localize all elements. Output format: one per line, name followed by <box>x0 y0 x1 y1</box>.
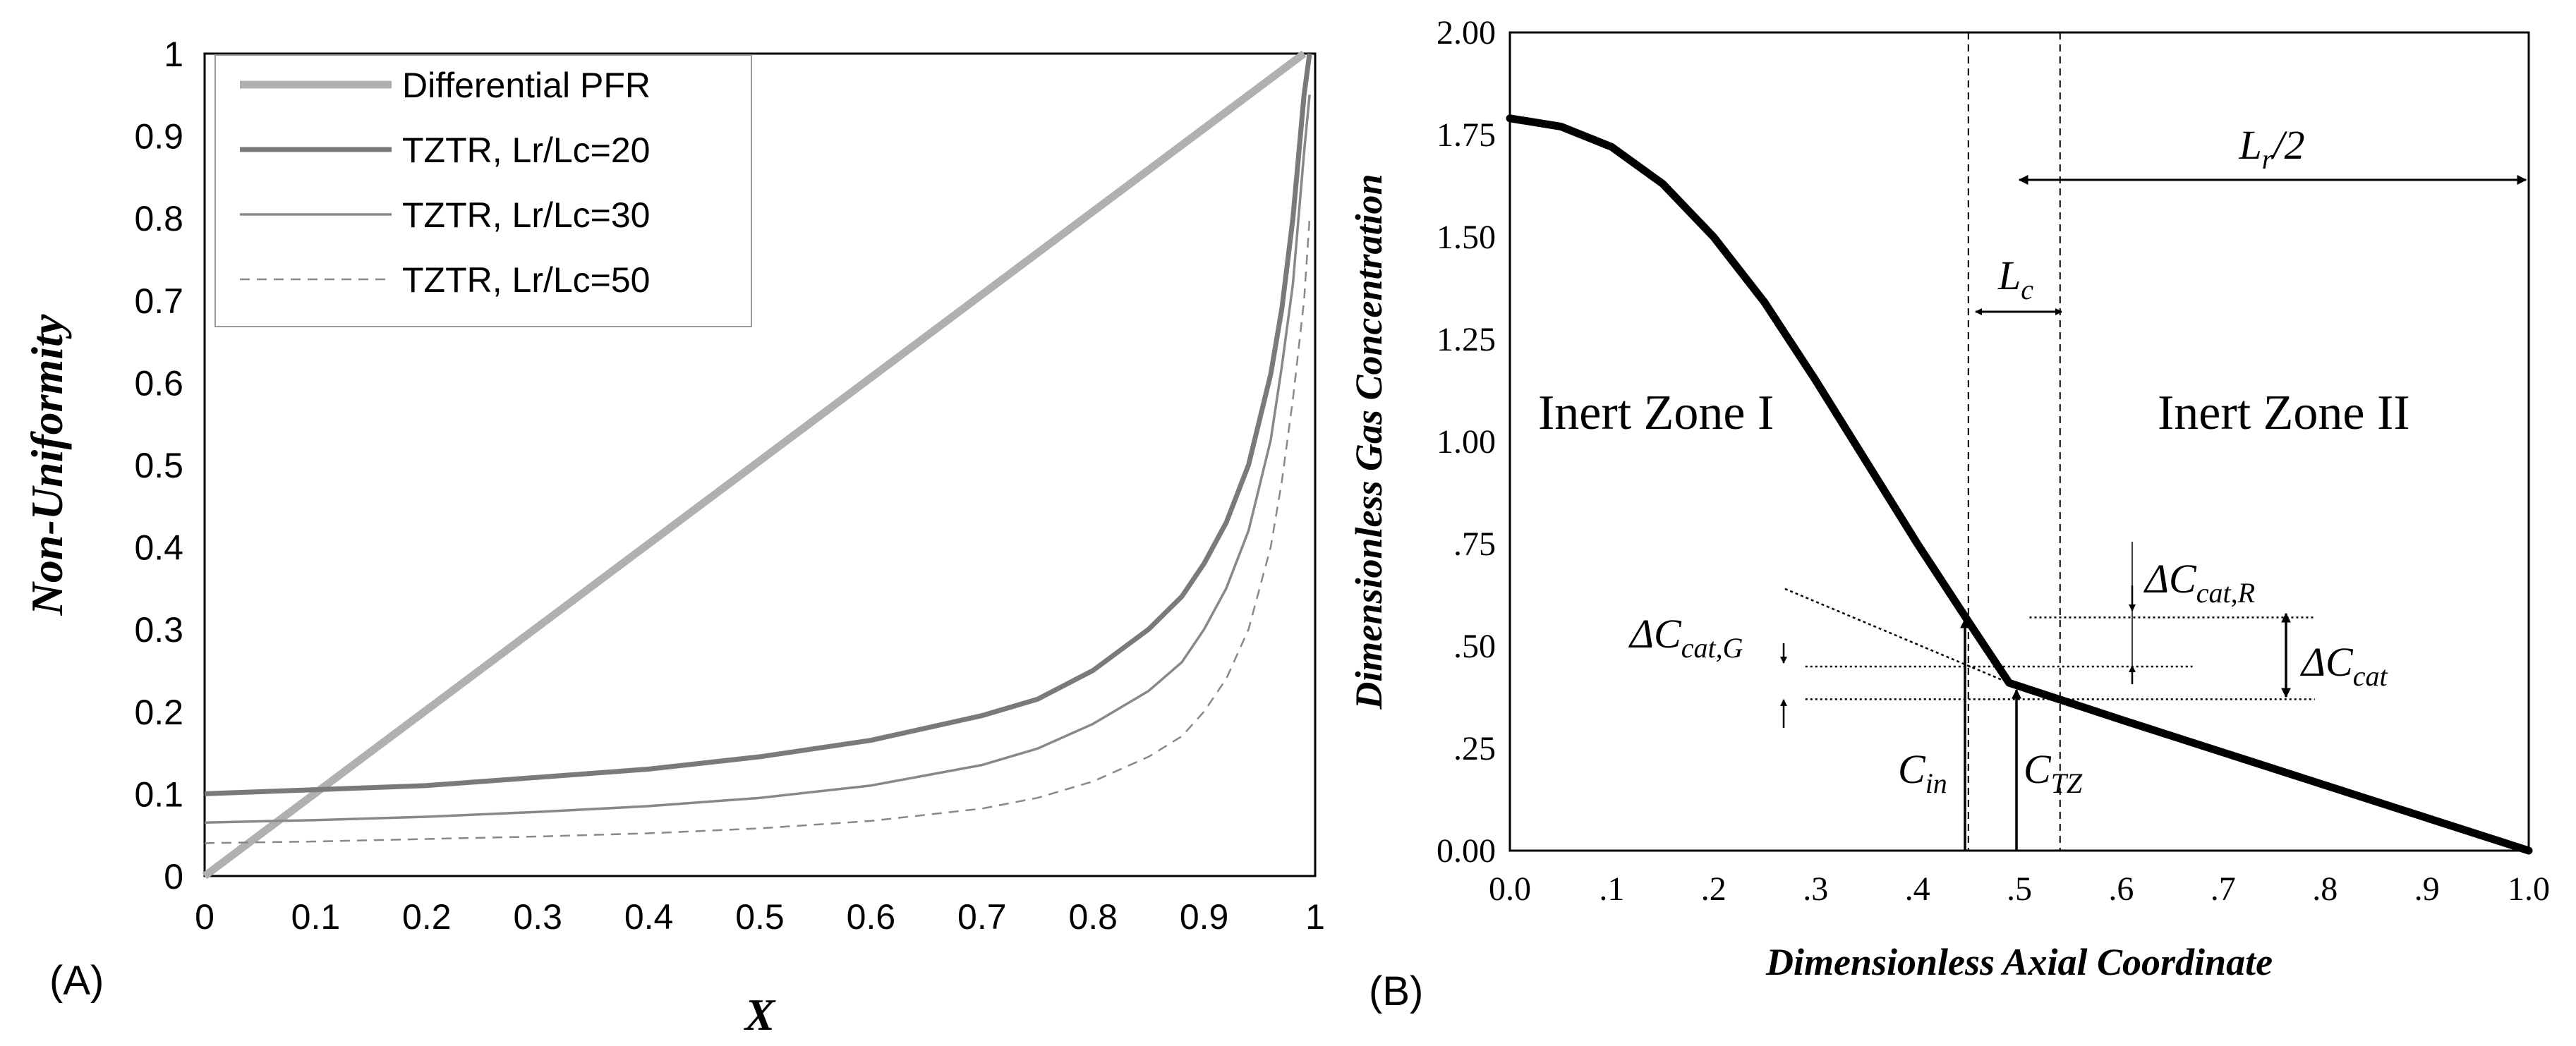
c-in-label: Cin <box>1898 746 1947 799</box>
panel-b-x-ticks: 0.0 .1 .2 .3 .4 .5 .6 .7 .8 .9 1.0 <box>1489 870 2550 908</box>
panel-a-y-tick-label: 0.2 <box>134 693 183 732</box>
panel-a-plot-frame <box>203 52 1317 877</box>
legend-label-differential-pfr: Differential PFR <box>402 66 651 105</box>
panel-b-y-tick-label: .50 <box>1453 628 1496 665</box>
panel-b-x-tick-label: .9 <box>2414 870 2440 908</box>
panel-b-y-tick-label: 1.25 <box>1437 321 1496 358</box>
legend-label-lr-lc-50: TZTR, Lr/Lc=50 <box>402 260 651 300</box>
panel-b-guide-lines <box>1784 32 2315 851</box>
panel-b-y-ticks: 0.00 .25 .50 .75 1.00 1.25 1.50 1.75 2.00 <box>1437 14 1496 870</box>
panel-a-x-tick-label: 0.5 <box>735 897 785 937</box>
panel-b-x-tick-label: 0.0 <box>1489 870 1531 908</box>
panel-a-y-tick-label: 1 <box>164 35 183 74</box>
panel-a-x-tick-label: 0.2 <box>402 897 452 937</box>
lc-label: Lc <box>1997 253 2033 305</box>
legend-label-lr-lc-30: TZTR, Lr/Lc=30 <box>402 195 651 235</box>
panel-b-y-tick-label: .75 <box>1453 525 1496 563</box>
panel-b-x-axis-label: Dimensionless Axial Coordinate <box>1765 941 2273 983</box>
panel-a-y-tick-label: 0.7 <box>134 281 183 321</box>
panel-a-y-tick-label: 0.3 <box>134 610 183 650</box>
panel-a-x-tick-label: 0.4 <box>624 897 674 937</box>
panel-b-y-tick-label: 0.00 <box>1437 832 1496 870</box>
panel-b-y-tick-label: 1.75 <box>1437 116 1496 154</box>
panel-a-series-line-3 <box>204 95 1311 824</box>
panel-a-x-tick-label: 1 <box>1305 897 1325 937</box>
panel-a-x-tick-label: 0 <box>195 897 214 937</box>
panel-a-x-tick-label: 0.8 <box>1068 897 1118 937</box>
inert-zone-ii-label: Inert Zone II <box>2158 386 2410 440</box>
panel-b-x-tick-label: .1 <box>1599 870 1624 908</box>
panel-a-legend: Differential PFR TZTR, Lr/Lc=20 TZTR, Lr… <box>214 54 752 327</box>
panel-a-series-line-4 <box>204 218 1311 844</box>
legend-box <box>214 54 752 327</box>
panel-b-chart: 0.0 .1 .2 .3 .4 .5 .6 .7 .8 .9 1.0 0.00 .25 .50 .75 1.… <box>1348 14 2550 1014</box>
panel-b-x-tick-label: .8 <box>2312 870 2338 908</box>
panel-b-x-tick-label: .5 <box>2007 870 2032 908</box>
panel-a-x-ticks: 0 0.1 0.2 0.3 0.4 0.5 0.6 0.7 0.8 0.9 1 <box>195 897 1325 937</box>
panel-a-x-tick-label: 0.3 <box>513 897 562 937</box>
panel-b-y-tick-label: .25 <box>1453 730 1496 767</box>
inert-zone-i-label: Inert Zone I <box>1538 386 1774 440</box>
panel-a-series-line-2 <box>204 53 1312 796</box>
panel-b-x-tick-label: .3 <box>1803 870 1828 908</box>
panel-a-y-tick-label: 0.6 <box>134 363 183 403</box>
tangent-dotted-line <box>1784 588 2010 684</box>
legend-label-lr-lc-20: TZTR, Lr/Lc=20 <box>402 130 651 170</box>
panel-a-y-tick-label: 0.4 <box>134 528 183 568</box>
panel-b-x-tick-label: .4 <box>1905 870 1930 908</box>
panel-b-x-tick-label: .2 <box>1701 870 1727 908</box>
panel-a-x-tick-label: 0.7 <box>957 897 1007 937</box>
panel-b-series <box>1506 114 2533 855</box>
panel-a-series-line-1 <box>202 50 1307 880</box>
panel-a-label: (A) <box>49 958 104 1004</box>
panel-a-x-tick-label: 0.1 <box>291 897 341 937</box>
panel-b-x-tick-label: .7 <box>2211 870 2236 908</box>
panel-b-y-tick-label: 2.00 <box>1437 14 1496 51</box>
panel-a-y-axis-label: Non-Uniformity <box>22 314 72 616</box>
panel-a-x-tick-label: 0.9 <box>1180 897 1229 937</box>
panel-a-chart: 0 0.1 0.2 0.3 0.4 0.5 0.6 0.7 0.8 0.9 1 0 0.1 0.2 0.3… <box>22 35 1325 1040</box>
c-tz-label: CTZ <box>2024 746 2083 799</box>
panel-b-y-tick-label: 1.00 <box>1437 423 1496 461</box>
panel-b-label: (B) <box>1369 968 1423 1014</box>
dc-cat-g-label: ΔCcat,G <box>1628 611 1743 664</box>
dc-cat-r-label: ΔCcat,R <box>2143 556 2255 609</box>
lr-half-label: Lr/2 <box>2239 122 2305 175</box>
panel-a-x-axis-label: X <box>744 990 776 1040</box>
panel-a-y-ticks: 0 0.1 0.2 0.3 0.4 0.5 0.6 0.7 0.8 0.9 1 <box>134 35 183 896</box>
panel-a-series <box>202 50 1312 880</box>
panel-a-y-tick-label: 0.1 <box>134 774 183 814</box>
panel-a-y-tick-label: 0.8 <box>134 199 183 238</box>
panel-b-x-tick-label: .6 <box>2108 870 2134 908</box>
panel-a-y-tick-label: 0.9 <box>134 117 183 157</box>
panel-a-y-tick-label: 0 <box>164 857 183 896</box>
panel-a-x-tick-label: 0.6 <box>847 897 896 937</box>
panel-b-concentration-curve <box>1506 114 2533 855</box>
panel-b-x-tick-label: 1.0 <box>2508 870 2550 908</box>
panel-a-y-tick-label: 0.5 <box>134 446 183 485</box>
dc-cat-label: ΔCcat <box>2300 639 2388 692</box>
panel-b-y-axis-label: Dimensionless Gas Concentration <box>1348 174 1390 710</box>
panel-b-y-tick-label: 1.50 <box>1437 219 1496 256</box>
panel-b-plot-frame <box>1508 31 2530 852</box>
